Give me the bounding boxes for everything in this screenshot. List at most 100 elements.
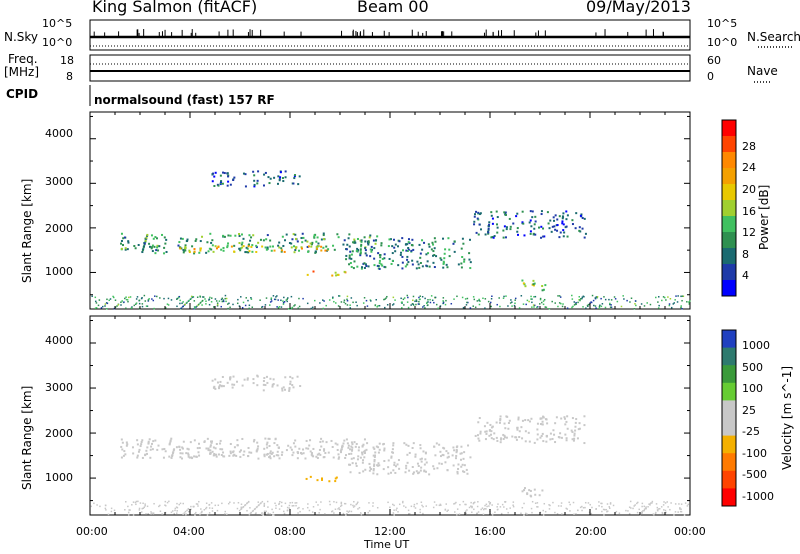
velocity-clutter-cell [680,508,682,510]
velocity-echo-cell [521,490,524,493]
power-echo-cell [444,248,447,251]
velocity-echo-cell [236,444,239,447]
power-clutter-cell [594,305,597,307]
velocity-clutter-cell [632,507,634,510]
velocity-clutter-cell [537,506,539,508]
power-clutter-cell [635,304,637,307]
velocity-echo-cell [530,417,533,420]
power-echo-cell [364,252,367,255]
power-echo-cell [165,250,168,253]
power-clutter-cell [286,300,289,303]
velocity-clutter-cell [90,505,92,508]
power-echo-cell [294,233,297,236]
power-echo-cell [268,182,271,185]
velocity-clutter-cell [641,511,643,513]
power-clutter-cell [526,299,529,302]
power-echo-cell [227,234,230,237]
velocity-echo-cell [140,440,143,443]
velocity-clutter-cell [143,506,146,509]
power-echo-cell [542,235,545,238]
velocity-echo-cell [318,452,321,455]
velocity-echo-cell [456,470,459,473]
velocity-clutter-cell [542,509,544,512]
velocity-clutter-cell [368,502,370,504]
velocity-echo-cell [328,480,331,483]
power-echo-cell [255,250,258,253]
power-echo-cell [157,249,160,252]
power-clutter-cell [124,297,126,300]
power-clutter-cell [418,303,421,305]
power-echo-cell [391,245,394,248]
velocity-echo-cell [179,452,182,455]
power-echo-cell [143,245,146,248]
power-clutter-cell [442,301,445,304]
velocity-clutter-cell [159,504,161,507]
velocity-echo-cell [156,448,159,451]
velocity-clutter-cell [485,508,487,510]
velocity-echo-cell [229,376,232,379]
velocity-echo-cell [438,462,441,465]
velocity-clutter-cell [246,509,248,512]
velocity-clutter-cell [679,507,681,509]
velocity-echo-cell [323,456,326,459]
power-clutter-cell [579,298,582,300]
velocity-clutter-cell [261,500,264,503]
power-tick-28: 28 [742,140,756,153]
power-echo-cell [314,251,317,254]
nave-tick-bottom: 0 [707,70,714,83]
power-echo-cell [378,254,381,257]
power-clutter-cell [101,305,104,308]
velocity-clutter-cell [187,508,190,510]
velocity-clutter-cell [140,511,143,513]
velocity-echo-cell [239,449,242,452]
power-echo-cell [199,249,202,252]
velocity-echo-cell [357,455,360,458]
power-echo-cell [442,266,445,269]
velocity-echo-cell [373,464,376,467]
velocity-echo-cell [483,425,486,428]
velocity-echo-cell [359,456,362,459]
power-clutter-cell [496,303,498,306]
power-clutter-cell [128,296,130,299]
power-echo-cell [149,245,152,248]
power-echo-cell [432,254,435,257]
velocity-clutter-cell [413,505,415,508]
power-clutter-cell [421,295,424,298]
velocity-echo-cell [305,439,308,442]
power-clutter-cell [141,297,143,299]
velocity-echo-cell [536,428,539,431]
power-echo-cell [453,240,456,243]
velocity-echo-cell [355,464,358,467]
power-clutter-cell [117,304,120,306]
velocity-clutter-cell [347,511,350,513]
vel-tick-100: 100 [742,382,763,395]
velocity-echo-cell [465,468,468,471]
power-echo-cell [584,232,587,235]
power-clutter-cell [670,306,673,309]
power-echo-cell [300,247,303,250]
power-echo-cell [477,211,480,214]
power-echo-cell [351,250,354,253]
velocity-clutter-cell [396,507,398,510]
velocity-clutter-cell [663,501,665,503]
power-clutter-cell [248,307,250,310]
power-clutter-cell [418,300,420,303]
power-clutter-cell [338,295,341,297]
velocity-clutter-cell [573,513,575,515]
power-echo-cell [369,234,372,237]
power-echo-cell [247,251,250,254]
velocity-echo-cell [446,456,449,459]
velocity-echo-cell [541,420,544,423]
velocity-echo-cell [262,383,265,386]
power-echo-cell [452,242,455,245]
velocity-clutter-cell [677,511,679,513]
power-echo-cell [488,223,491,226]
velocity-clutter-cell [211,510,214,512]
velocity-clutter-cell [603,513,605,516]
velocity-echo-cell [289,446,292,449]
power-clutter-cell [153,307,155,310]
velocity-clutter-cell [211,507,214,509]
power-echo-cell [151,250,154,253]
velocity-echo-cell [363,456,366,459]
velocity-clutter-cell [472,502,475,505]
